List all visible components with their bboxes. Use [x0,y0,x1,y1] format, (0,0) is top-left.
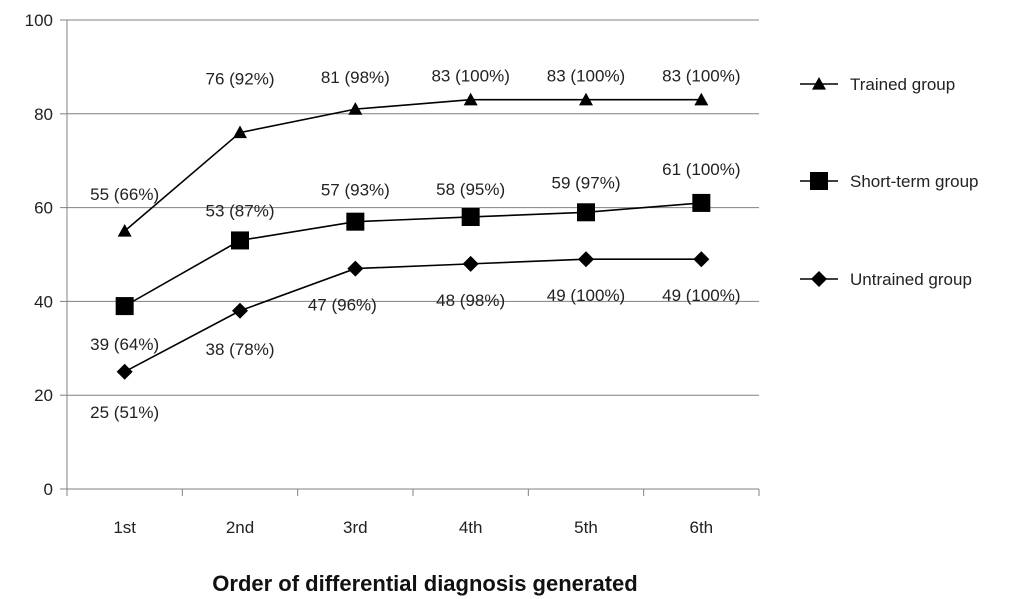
marker-triangle [348,102,363,115]
data-label: 58 (95%) [436,180,505,199]
axes: 0 20 40 60 80 100 1st 2nd 3rd 4th 5th 6th [25,11,760,537]
legend-item: Trained group [800,75,955,94]
data-label: 61 (100%) [662,160,740,179]
data-label: 76 (92%) [206,70,275,89]
marker-triangle [117,224,132,237]
legend: Trained group Short-term group Untrained g… [800,75,979,289]
series-line [124,258,702,373]
marker-triangle [233,125,247,139]
data-label: 83 (100%) [431,67,509,86]
y-tick-label: 100 [25,11,53,30]
series-layer [115,92,711,380]
series-trained-group [117,92,709,237]
legend-label: Untrained group [850,270,972,289]
x-tick-label: 4th [459,518,483,537]
y-tick-label: 20 [34,386,53,405]
legend-item: Untrained group [800,270,972,289]
marker-square [115,297,134,316]
data-label: 57 (93%) [321,181,390,200]
y-tick-label: 80 [34,105,53,124]
marker-square [577,203,595,222]
data-label: 81 (98%) [321,68,390,87]
data-label: 47 (96%) [308,296,377,315]
marker-diamond [578,251,594,268]
data-label: 49 (100%) [547,286,625,305]
data-label: 53 (87%) [206,201,275,220]
marker-square [461,207,480,226]
y-tick-label: 0 [44,480,53,499]
marker-square [231,231,249,250]
x-tick-label: 3rd [343,518,368,537]
marker-diamond [232,302,248,319]
grid-layer [67,19,759,396]
marker-diamond [693,251,710,268]
marker-triangle [463,92,478,106]
marker-diamond [347,260,364,277]
x-tick-label: 2nd [226,518,254,537]
marker-square [346,212,365,231]
legend-label: Trained group [850,75,955,94]
series-line [124,98,702,232]
y-tick-label: 60 [34,199,53,218]
series-untrained-group [116,251,710,380]
marker-diamond [811,271,827,287]
data-label: 38 (78%) [206,340,275,359]
x-tick-label: 5th [574,518,598,537]
data-label: 49 (100%) [662,286,740,305]
x-tick-label: 6th [690,518,714,537]
data-label: 55 (66%) [90,185,159,204]
y-tick-label: 40 [34,292,53,311]
data-label: 83 (100%) [662,67,740,86]
marker-triangle [694,92,709,106]
x-axis-title: Order of differential diagnosis generate… [212,571,637,596]
marker-square [810,172,828,190]
marker-diamond [116,363,133,380]
data-label: 25 (51%) [90,403,159,422]
series-line [124,202,702,307]
marker-square [692,193,711,212]
x-tick-label: 1st [113,518,136,537]
data-label: 83 (100%) [547,67,625,86]
legend-item: Short-term group [800,172,979,191]
series-short-term-group [115,193,711,316]
data-labels: 55 (66%) 76 (92%) 81 (98%) 83 (100%) 83 (100… [90,67,740,422]
legend-label: Short-term group [850,172,979,191]
marker-triangle [812,77,826,90]
data-label: 59 (97%) [552,173,621,192]
data-label: 39 (64%) [90,335,159,354]
data-label: 48 (98%) [436,291,505,310]
marker-triangle [579,92,593,106]
marker-diamond [462,255,479,272]
